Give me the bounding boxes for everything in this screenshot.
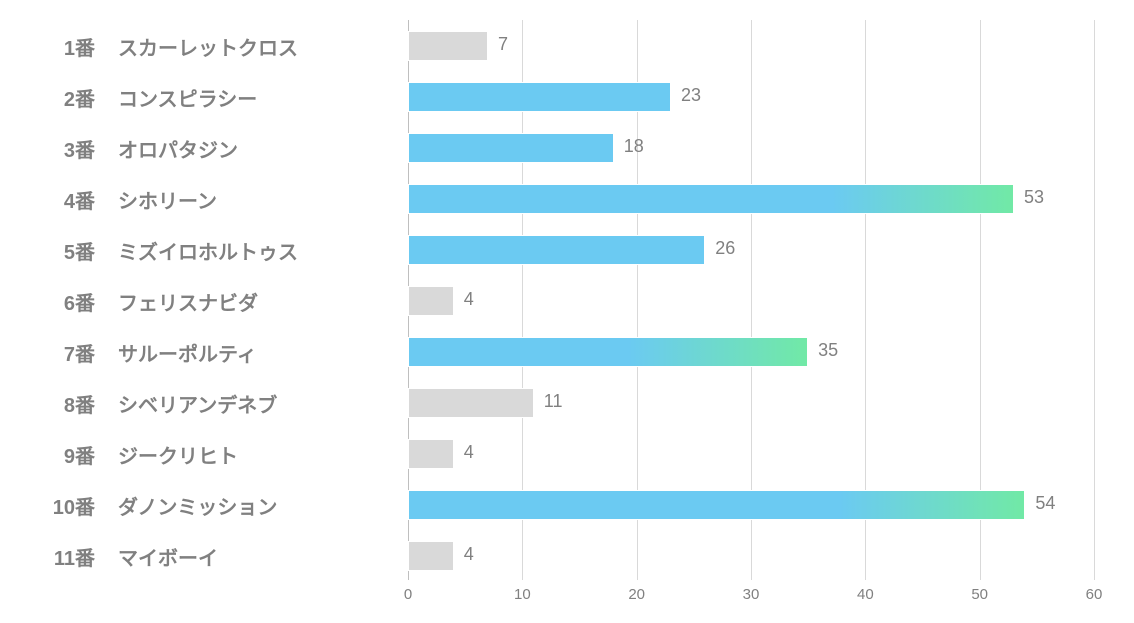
category-number: 10番	[15, 491, 95, 520]
bar-value-label: 23	[681, 85, 701, 106]
category-name: ジークリヒト	[118, 440, 238, 469]
category-number: 8番	[15, 389, 95, 418]
category-number: 6番	[15, 287, 95, 316]
category-name: コンスピラシー	[118, 83, 257, 112]
bar-value-label: 53	[1024, 187, 1044, 208]
bar-value-label: 54	[1035, 493, 1055, 514]
bar-value-label: 4	[464, 544, 474, 565]
category-number: 7番	[15, 338, 95, 367]
bar	[408, 286, 454, 316]
x-tick-label: 50	[971, 586, 988, 603]
category-name: オロパタジン	[118, 134, 238, 163]
category-number: 9番	[15, 440, 95, 469]
category-number: 11番	[15, 542, 95, 571]
category-number: 4番	[15, 185, 95, 214]
category-name: マイボーイ	[118, 542, 218, 571]
bar	[408, 184, 1014, 214]
bar-value-label: 4	[464, 442, 474, 463]
x-tick-label: 10	[514, 586, 531, 603]
category-name: シホリーン	[118, 185, 217, 214]
x-tick-label: 40	[857, 586, 874, 603]
bar-value-label: 26	[715, 238, 735, 259]
category-number: 5番	[15, 236, 95, 265]
category-number: 3番	[15, 134, 95, 163]
bar-value-label: 35	[818, 340, 838, 361]
category-name: フェリスナビダ	[118, 287, 258, 316]
bar	[408, 82, 671, 112]
category-name: ダノンミッション	[118, 491, 277, 520]
bar	[408, 541, 454, 571]
bar-value-label: 11	[544, 391, 563, 412]
x-tick-label: 0	[404, 586, 412, 603]
bar-value-label: 7	[498, 34, 508, 55]
horizontal-bar-chart: 0 10 20 30 40 50 60 1番スカーレットクロス 7 2番コンスピラシー 23 3番オロ…	[0, 0, 1134, 623]
category-name: スカーレットクロス	[118, 32, 298, 61]
bar	[408, 235, 705, 265]
x-tick-label: 60	[1086, 586, 1103, 603]
bar	[408, 337, 808, 367]
gridline	[1094, 20, 1095, 580]
category-name: サルーポルティ	[118, 338, 257, 367]
bar	[408, 388, 534, 418]
category-number: 2番	[15, 83, 95, 112]
bar-value-label: 18	[624, 136, 644, 157]
bar	[408, 133, 614, 163]
bar	[408, 439, 454, 469]
category-name: ミズイロホルトゥス	[118, 236, 298, 265]
bar-value-label: 4	[464, 289, 474, 310]
x-tick-label: 20	[628, 586, 645, 603]
bar	[408, 31, 488, 61]
x-tick-label: 30	[743, 586, 760, 603]
bar	[408, 490, 1025, 520]
category-number: 1番	[15, 32, 95, 61]
category-name: シベリアンデネブ	[118, 389, 277, 418]
